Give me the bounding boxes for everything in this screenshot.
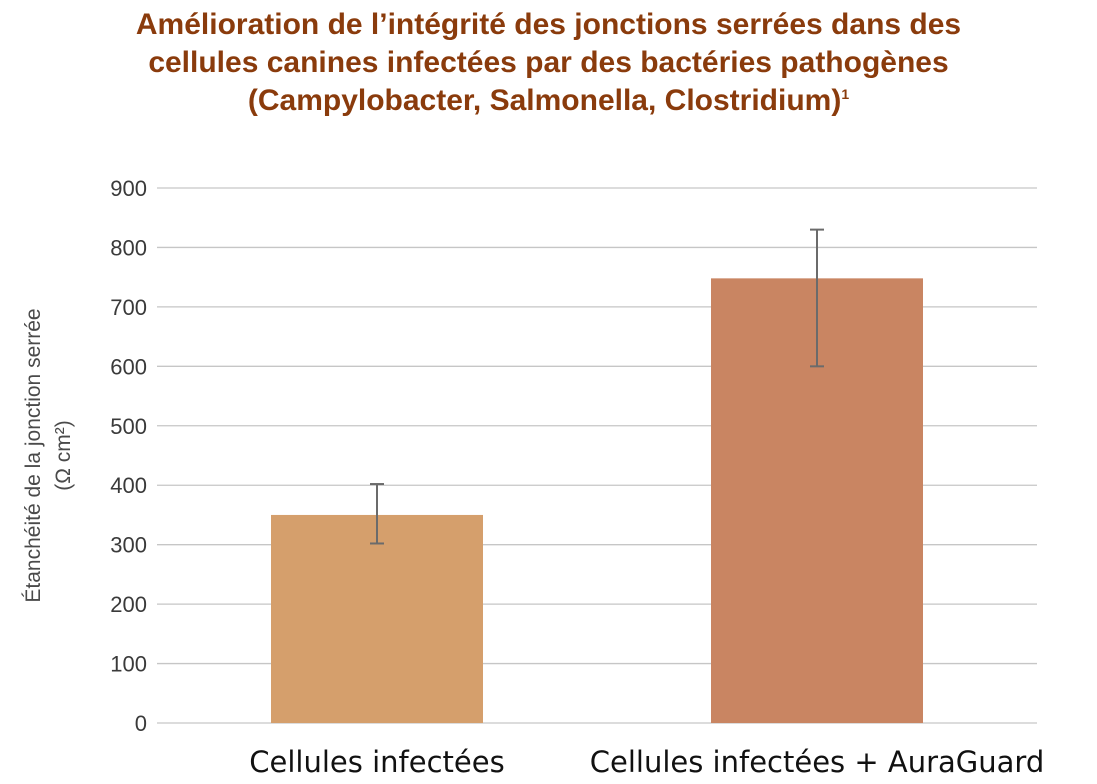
y-tick-label: 900	[110, 176, 147, 201]
y-tick-label: 700	[110, 295, 147, 320]
error-bars	[370, 228, 824, 545]
y-axis-ticks: 0 100 200 300 400 500 600 700 800 900	[110, 176, 147, 736]
y-tick-label: 600	[110, 354, 147, 379]
y-tick-label: 300	[110, 533, 147, 558]
footnote-marker: 1	[841, 86, 850, 102]
chart-title: Amélioration de l’intégrité des jonction…	[0, 6, 1097, 120]
x-axis-categories: Cellules infectées Cellules infectées + A…	[249, 745, 1044, 779]
y-tick-label: 800	[110, 235, 147, 260]
chart-title-line-3: (Campylobacter, Salmonella, Clostridium)…	[0, 82, 1097, 120]
y-tick-label: 400	[110, 473, 147, 498]
chart-title-line-1: Amélioration de l’intégrité des jonction…	[135, 8, 962, 41]
x-category-label: Cellules infectées	[249, 745, 504, 779]
y-tick-label: 200	[110, 592, 147, 617]
y-axis-label-line: (Ω cm²)	[52, 420, 75, 491]
chart-title-line-2: cellules canines infectées par des bacté…	[148, 46, 949, 79]
y-axis-label-line: Étanchéité de la jonction serrée	[22, 308, 45, 602]
bar	[271, 514, 483, 723]
y-axis-label: Étanchéité de la jonction serrée (Ω cm²)	[22, 308, 75, 602]
y-tick-label: 500	[110, 414, 147, 439]
y-tick-label: 0	[135, 711, 147, 736]
x-category-label: Cellules infectées + AuraGuard	[590, 745, 1045, 779]
y-axis-label-group: Étanchéité de la jonction serrée (Ω cm²)	[22, 308, 75, 602]
chart-title-line-3-text: (Campylobacter, Salmonella, Clostridium)	[247, 84, 842, 117]
y-tick-label: 100	[110, 652, 147, 677]
bars	[271, 278, 923, 723]
